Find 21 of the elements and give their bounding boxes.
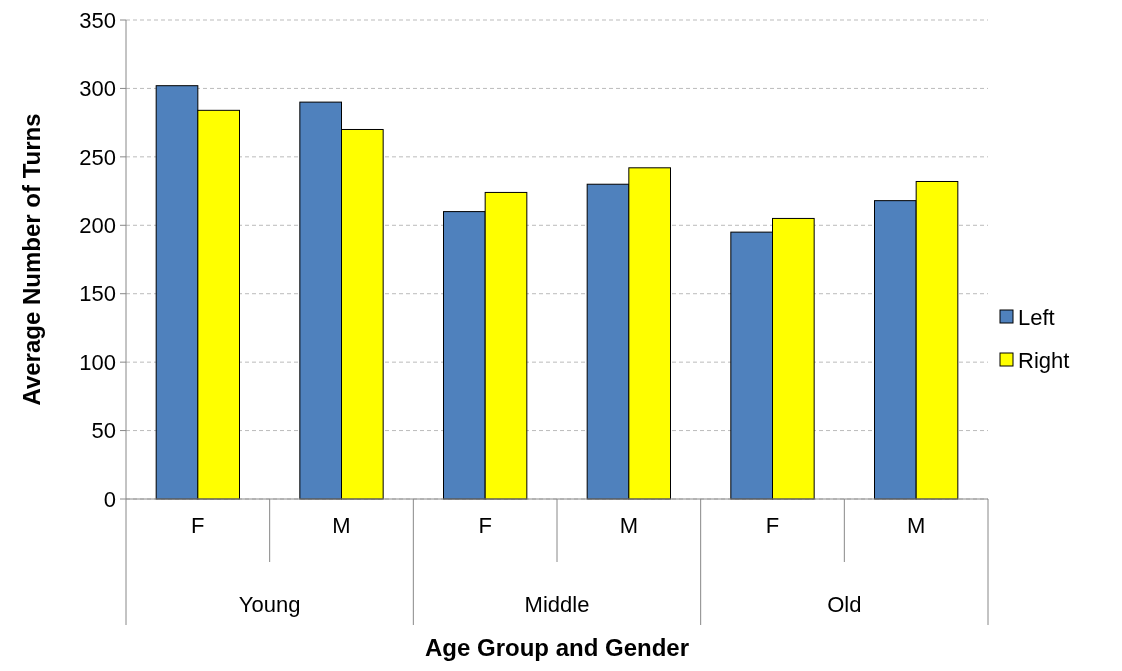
legend-label: Left xyxy=(1018,304,1055,330)
y-tick-label: 200 xyxy=(79,212,116,238)
x-tick-label: M xyxy=(619,512,638,538)
x-tick-label: M xyxy=(907,512,926,538)
y-tick-label: 100 xyxy=(79,349,116,375)
text: Old xyxy=(827,591,862,617)
text: Middle xyxy=(524,591,590,617)
x-tick-label: F xyxy=(765,512,780,538)
y-axis-title: Average Number of Turns xyxy=(18,113,46,406)
legend-label: Right xyxy=(1018,347,1070,373)
x-tick-label: F xyxy=(478,512,492,538)
y-tick-label: 0 xyxy=(103,486,116,512)
y-tick-label: 250 xyxy=(79,144,116,170)
y-tick-label: 350 xyxy=(79,7,116,33)
y-tick-label: 150 xyxy=(79,281,116,307)
x-axis-title: Age Group and Gender xyxy=(424,634,690,662)
text: Young xyxy=(238,591,301,617)
y-tick-label: 50 xyxy=(91,418,116,444)
y-tick-label: 300 xyxy=(79,76,116,102)
x-tick-label: F xyxy=(191,512,205,538)
x-tick-label: M xyxy=(332,512,351,538)
